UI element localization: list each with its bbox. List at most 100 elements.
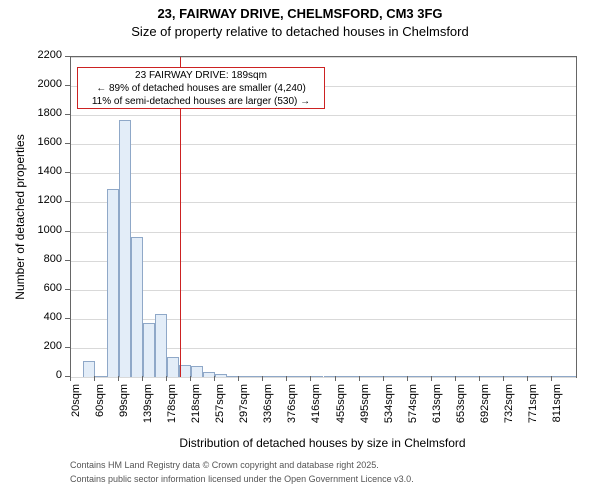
x-tick [383,376,384,381]
y-tick [65,201,70,202]
histogram-bar [191,366,203,377]
histogram-bar [119,120,131,377]
y-tick-label: 2000 [20,78,62,90]
x-tick-label: 336sqm [262,384,274,439]
y-tick-label: 1400 [20,165,62,177]
x-tick-label: 297sqm [238,384,250,439]
y-tick [65,231,70,232]
footer-line-2: Contains public sector information licen… [70,474,414,484]
x-tick [214,376,215,381]
x-tick [479,376,480,381]
x-tick-label: 139sqm [142,384,154,439]
chart-container: 23, FAIRWAY DRIVE, CHELMSFORD, CM3 3FG S… [0,0,600,500]
histogram-bar [480,376,492,377]
y-tick-label: 2200 [20,49,62,61]
x-tick [431,376,432,381]
plot-area: 23 FAIRWAY DRIVE: 189sqm← 89% of detache… [70,56,577,378]
y-tick [65,318,70,319]
y-tick-label: 1600 [20,136,62,148]
x-tick-label: 20sqm [70,384,82,439]
histogram-bar [408,376,420,377]
callout-box: 23 FAIRWAY DRIVE: 189sqm← 89% of detache… [77,67,325,109]
x-tick [118,376,119,381]
x-tick-label: 455sqm [335,384,347,439]
gridline [71,261,576,262]
histogram-bar [83,361,95,377]
gridline [71,144,576,145]
x-tick-label: 692sqm [479,384,491,439]
callout-line: ← 89% of detached houses are smaller (4,… [80,82,322,95]
x-tick-label: 376sqm [286,384,298,439]
x-tick [166,376,167,381]
y-tick [65,56,70,57]
x-tick [286,376,287,381]
x-tick-label: 495sqm [359,384,371,439]
histogram-bar [336,376,348,377]
histogram-bar [504,376,516,377]
y-tick [65,289,70,290]
callout-line: 23 FAIRWAY DRIVE: 189sqm [80,69,322,82]
histogram-bar [564,376,576,377]
x-tick [142,376,143,381]
gridline [71,202,576,203]
x-tick-label: 416sqm [310,384,322,439]
y-tick [65,260,70,261]
x-tick [455,376,456,381]
y-tick-label: 1800 [20,107,62,119]
histogram-bar [95,376,107,377]
callout-line: 11% of semi-detached houses are larger (… [80,95,322,108]
histogram-bar [456,376,468,377]
x-tick-label: 60sqm [94,384,106,439]
gridline [71,232,576,233]
histogram-bar [107,189,119,377]
histogram-bar [384,376,396,377]
y-tick [65,172,70,173]
histogram-bar [311,376,323,377]
y-tick-label: 200 [20,340,62,352]
x-tick-label: 613sqm [431,384,443,439]
histogram-bar [155,314,167,377]
x-tick-label: 257sqm [214,384,226,439]
x-tick [335,376,336,381]
x-tick [238,376,239,381]
histogram-bar [131,237,143,377]
y-tick-label: 0 [20,369,62,381]
y-tick [65,143,70,144]
gridline [71,115,576,116]
histogram-bar [239,376,251,377]
x-tick [70,376,71,381]
x-tick [503,376,504,381]
x-tick [407,376,408,381]
gridline [71,319,576,320]
histogram-bar [432,376,444,377]
x-tick [190,376,191,381]
x-tick [359,376,360,381]
y-tick [65,85,70,86]
x-tick [527,376,528,381]
x-tick-label: 811sqm [551,384,563,439]
y-tick-label: 800 [20,253,62,265]
histogram-bar [143,323,155,377]
histogram-bar [528,376,540,377]
histogram-bar [360,376,372,377]
histogram-bar [215,374,227,377]
y-tick-label: 400 [20,311,62,323]
x-tick-label: 771sqm [527,384,539,439]
x-tick-label: 653sqm [455,384,467,439]
x-tick [310,376,311,381]
x-tick [551,376,552,381]
title-line-1: 23, FAIRWAY DRIVE, CHELMSFORD, CM3 3FG [0,6,600,21]
gridline [71,377,576,378]
y-tick [65,114,70,115]
histogram-bar [263,376,275,377]
histogram-bar [167,357,179,377]
x-tick-label: 218sqm [190,384,202,439]
y-tick [65,347,70,348]
y-tick-label: 1000 [20,224,62,236]
x-tick [94,376,95,381]
footer-line-1: Contains HM Land Registry data © Crown c… [70,460,379,470]
title-line-2: Size of property relative to detached ho… [0,24,600,39]
y-tick-label: 600 [20,282,62,294]
histogram-bar [552,376,564,377]
x-tick-label: 534sqm [383,384,395,439]
